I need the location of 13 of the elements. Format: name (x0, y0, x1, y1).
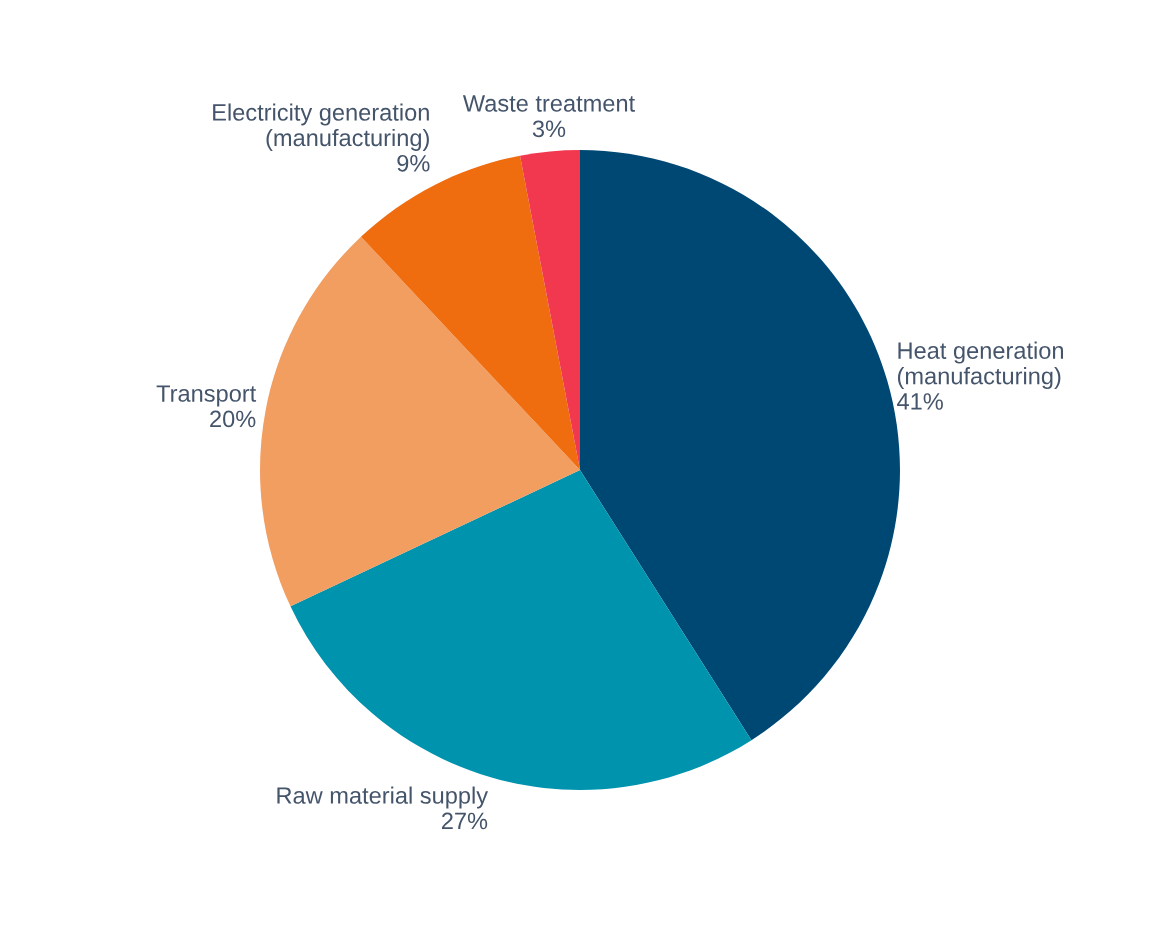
slice-label: Electricity generation (manufacturing) (213, 103, 429, 151)
slice-label: Raw material supply (277, 786, 489, 809)
data-label: 20% (210, 410, 256, 428)
data-label: 3% (532, 120, 566, 138)
slice-label: Waste treatment (462, 95, 635, 112)
pie-slice (520, 150, 580, 470)
pie-slice (360, 155, 580, 470)
data-label: 27% (441, 812, 488, 830)
slice-label: Transport (156, 385, 257, 407)
slice-label: Heat generation (manufacturing) (897, 341, 1063, 390)
pie-slice (260, 236, 580, 607)
data-label: 9% (397, 154, 430, 172)
data-label: 41% (897, 393, 943, 410)
